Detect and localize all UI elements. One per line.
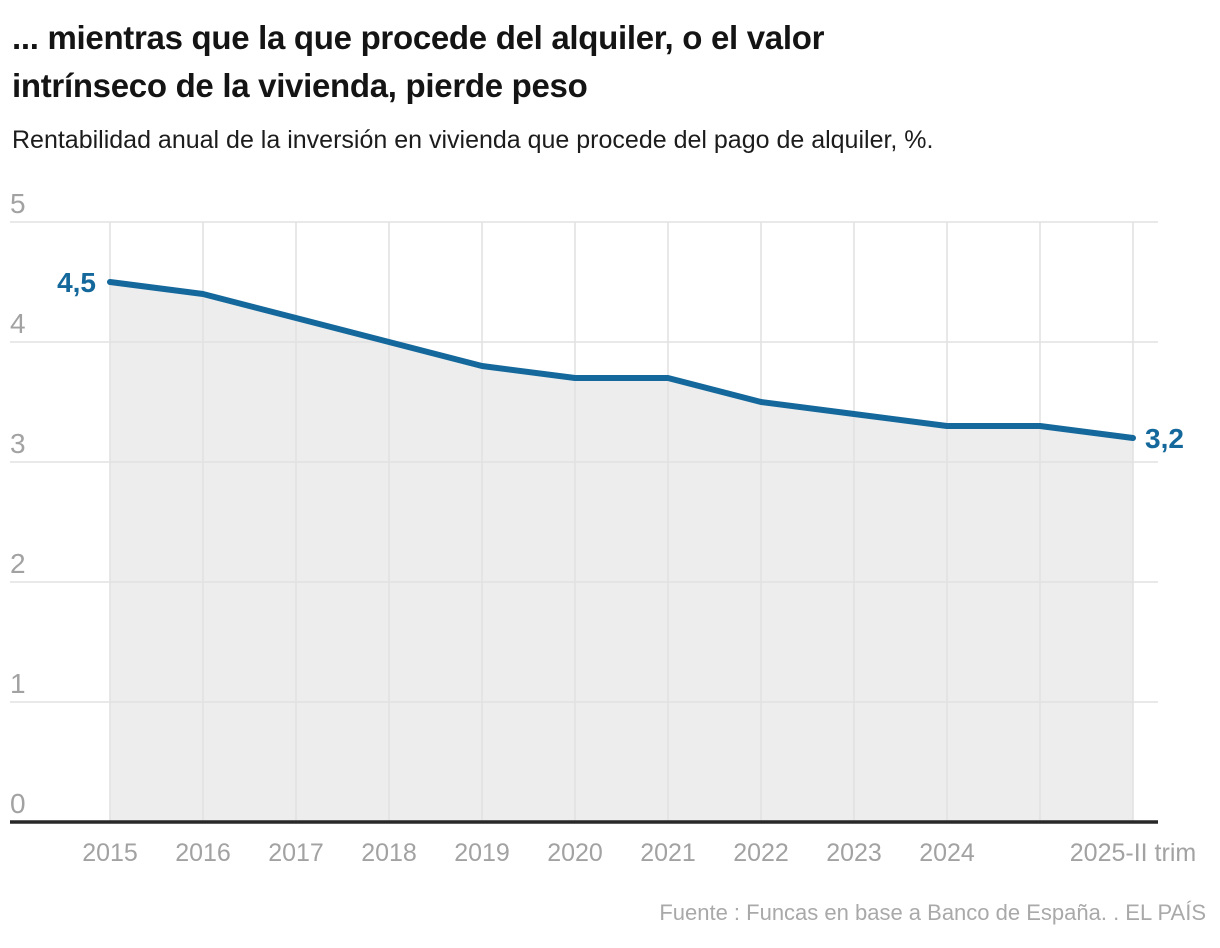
source-credit: Fuente : Funcas en base a Banco de Españ…: [659, 900, 1206, 925]
x-axis-tick-label: 2022: [733, 839, 789, 867]
y-axis-tick-label: 4: [10, 308, 26, 339]
chart-title: ... mientras que la que procede del alqu…: [12, 14, 824, 110]
x-axis-tick-label: 2023: [826, 839, 882, 867]
chart-title-line1: ... mientras que la que procede del alqu…: [12, 19, 825, 56]
x-axis-tick-label: 2019: [454, 839, 510, 867]
chart-subtitle: Rentabilidad anual de la inversión en vi…: [12, 126, 934, 154]
x-axis-tick-label: 2017: [268, 839, 324, 867]
y-axis-tick-label: 2: [10, 548, 26, 579]
y-axis-tick-label: 1: [10, 668, 26, 699]
last-value-label: 3,2: [1145, 423, 1184, 454]
y-axis-tick-label: 0: [10, 788, 26, 819]
x-axis-tick-label: 2021: [640, 839, 696, 867]
x-axis-tick-label: 2018: [361, 839, 417, 867]
chart-title-line2: intrínseco de la vivienda, pierde peso: [12, 67, 588, 104]
y-axis-tick-label: 5: [10, 188, 26, 219]
x-axis-tick-label: 2016: [175, 839, 231, 867]
x-axis-tick-label: 2015: [82, 839, 138, 867]
x-axis-tick-label: 2020: [547, 839, 603, 867]
x-axis-tick-label: 2025-II trim: [1070, 839, 1196, 867]
first-value-label: 4,5: [57, 267, 96, 298]
trend-line: [107, 279, 1136, 441]
x-axis-tick-label: 2024: [919, 839, 975, 867]
y-axis-tick-label: 3: [10, 428, 26, 459]
area-fill: [110, 282, 1133, 821]
